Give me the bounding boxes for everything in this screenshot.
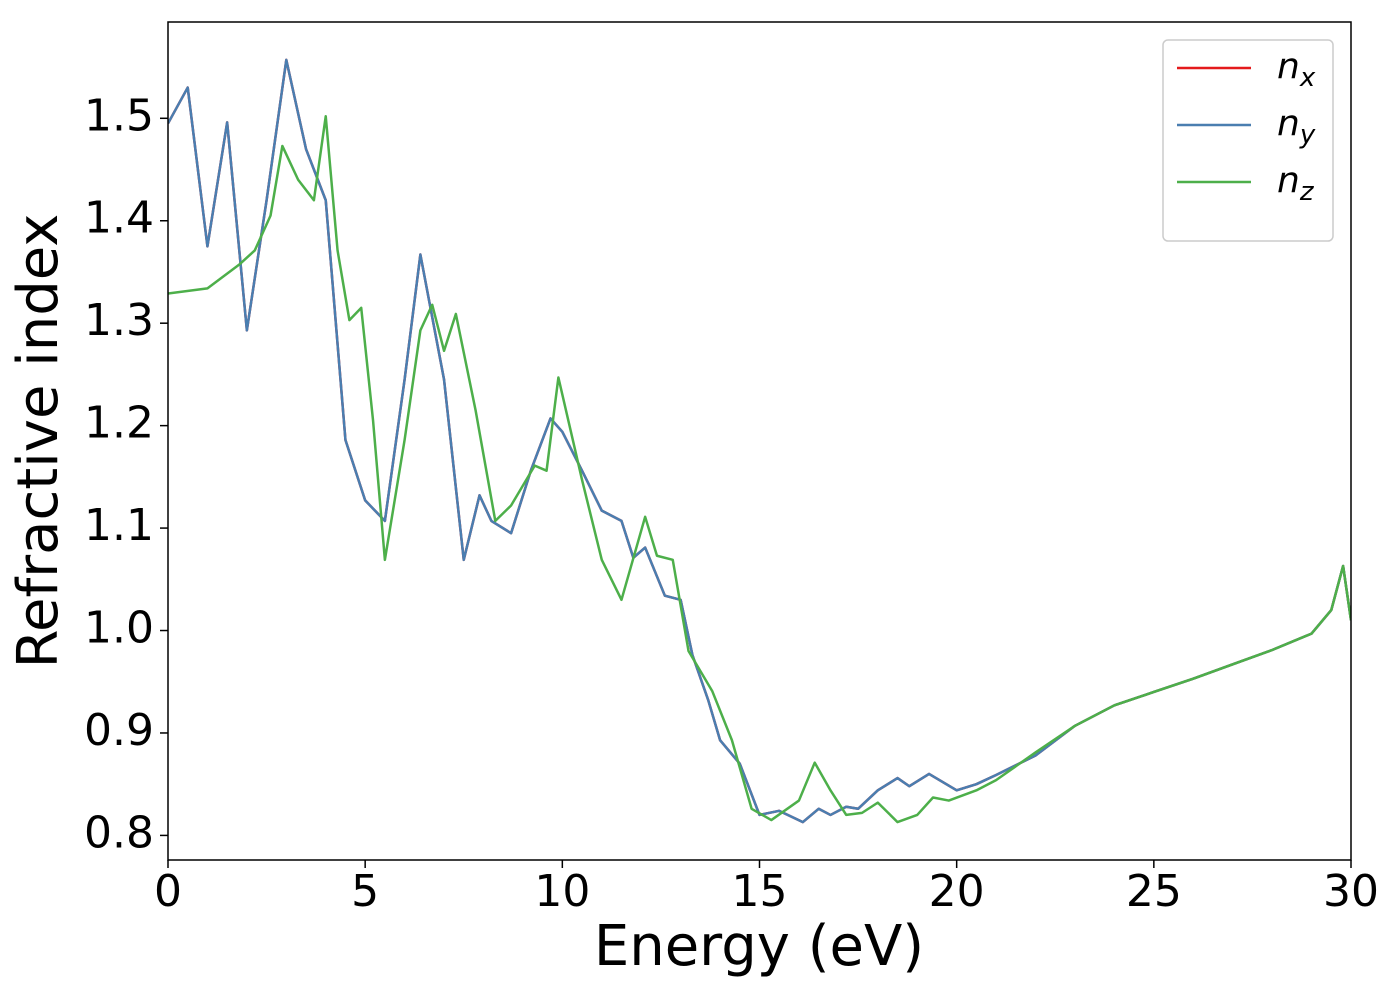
x-tick-label: 5 — [351, 866, 379, 917]
x-tick-label: 20 — [929, 866, 985, 917]
legend-label: nx — [1277, 46, 1316, 93]
y-tick-label: 1.1 — [84, 500, 154, 551]
x-tick-label: 30 — [1323, 866, 1379, 917]
y-tick-label: 1.2 — [84, 398, 154, 449]
y-tick-label: 0.8 — [84, 807, 154, 858]
series-line — [168, 114, 1351, 824]
y-axis-label: Refractive index — [6, 214, 71, 669]
series-line — [168, 58, 1351, 824]
legend-label: nz — [1277, 160, 1315, 207]
legend-label: ny — [1277, 103, 1316, 150]
y-tick-label: 0.9 — [84, 705, 154, 756]
legend-box — [1162, 39, 1334, 242]
y-tick-label: 1.5 — [84, 90, 154, 141]
y-tick-label: 1.0 — [84, 603, 154, 654]
x-tick-label: 10 — [534, 866, 590, 917]
y-tick-label: 1.3 — [84, 295, 154, 346]
x-tick-label: 25 — [1126, 866, 1182, 917]
x-tick-label: 15 — [732, 866, 788, 917]
y-tick-label: 1.4 — [84, 193, 154, 244]
x-axis-label: Energy (eV) — [594, 914, 924, 979]
plot-frame — [167, 21, 1352, 861]
x-tick-label: 0 — [154, 866, 182, 917]
